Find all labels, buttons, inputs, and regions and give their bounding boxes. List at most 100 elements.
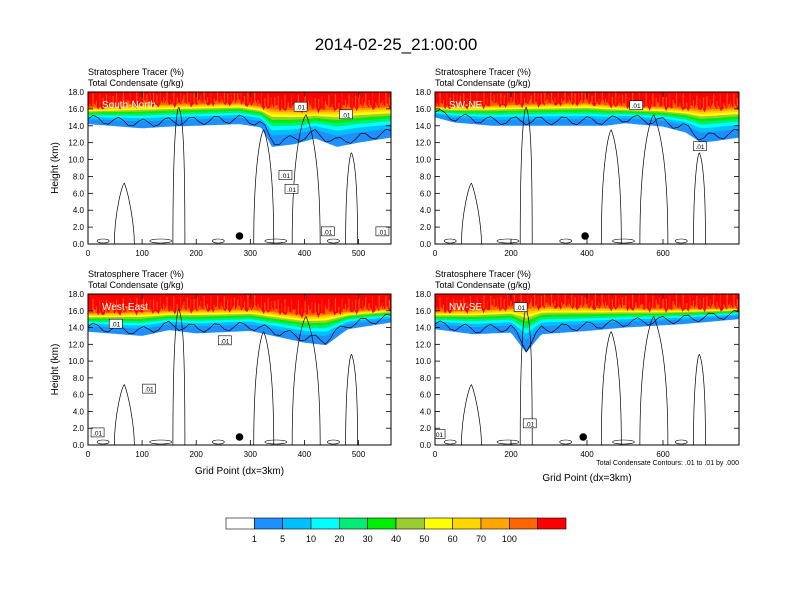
tracer-streak [459, 95, 461, 106]
tracer-streak [270, 97, 273, 108]
tracer-streak [503, 95, 505, 105]
tracer-streak [500, 92, 502, 105]
tracer-streak [702, 297, 705, 308]
x-tick-label: 200 [190, 450, 204, 459]
condensate-plume-contour [291, 316, 321, 445]
tracer-streak [112, 302, 114, 312]
tracer-streak [577, 295, 580, 307]
tracer-streak [625, 93, 627, 106]
tracer-streak [601, 294, 603, 307]
condensate-surface-contour [327, 439, 340, 445]
tracer-streak [375, 102, 377, 106]
tracer-streak [331, 307, 333, 312]
tracer-streak [493, 298, 495, 309]
condensate-surface-contour [327, 238, 340, 244]
tracer-streak [146, 301, 148, 311]
contour-label: .01 [339, 109, 353, 120]
station-marker [579, 433, 587, 441]
tracer-streak [243, 301, 246, 309]
tracer-streak [611, 96, 613, 105]
condensate-surface-contour [559, 238, 573, 244]
tracer-streak [371, 295, 374, 310]
tracer-streak [233, 297, 236, 309]
tracer-streak [254, 295, 256, 309]
y-tick-label: 2.0 [420, 424, 432, 433]
tracer-streak [183, 95, 185, 104]
tracer-streak [297, 300, 300, 314]
tracer-streak [368, 99, 370, 107]
tracer-streak [190, 299, 192, 310]
x-tick-label: 200 [190, 249, 204, 258]
y-tick-label: 4.0 [73, 206, 85, 215]
tracer-streak [139, 303, 141, 311]
tracer-streak [540, 93, 542, 104]
tracer-streak [368, 303, 370, 310]
y-tick-label: 16.0 [415, 307, 431, 316]
tracer-streak [662, 95, 664, 107]
tracer-streak [102, 97, 104, 107]
contour-label-text: .01 [516, 305, 525, 312]
tracer-streak [179, 92, 182, 104]
condensate-plume-contour [519, 106, 533, 244]
tracer-streak [304, 301, 306, 315]
tracer-streak [659, 296, 661, 309]
tracer-streak [358, 298, 360, 310]
tracer-streak [227, 93, 229, 103]
tracer-streak [604, 98, 607, 104]
contour-label-text: .01 [632, 103, 641, 110]
contour-label-text: .01 [296, 105, 305, 112]
tracer-streak [381, 302, 384, 309]
x-tick-label: 500 [352, 450, 366, 459]
tracer-streak [449, 97, 451, 106]
tracer-streak [618, 95, 620, 105]
y-tick-label: 14.0 [68, 122, 84, 131]
tracer-streak [159, 92, 161, 104]
contour-label: .01 [321, 226, 335, 236]
tracer-streak [726, 294, 728, 308]
contour-label-text: .01 [287, 187, 296, 194]
y-tick-label: 0.0 [73, 441, 85, 450]
plot-area: .01 .01 [435, 92, 739, 244]
tracer-streak [351, 300, 353, 311]
condensate-plume-contour [461, 384, 482, 445]
tracer-streak [550, 92, 553, 103]
tracer-streak [166, 92, 168, 104]
condensate-plume-contour [600, 129, 622, 244]
contour-label-box [293, 101, 308, 112]
colorbar-label: 20 [334, 534, 344, 544]
tracer-streak [486, 97, 488, 105]
tracer-streak [618, 297, 620, 308]
y-tick-label: 14.0 [68, 324, 84, 333]
contour-label-box [339, 109, 353, 120]
tracer-streak [544, 92, 546, 104]
tracer-streak [257, 303, 259, 310]
condensate-surface-contour [443, 439, 457, 445]
panel-west-east: Stratosphere Tracer (%)Total Condensate … [50, 269, 392, 477]
tracer-streak [483, 295, 485, 309]
tracer-streak [496, 297, 499, 309]
tracer-streak [217, 295, 219, 309]
contour-label-box [90, 427, 105, 438]
y-tick-label: 16.0 [68, 105, 84, 114]
contour-label-text: .01 [111, 322, 120, 329]
tracer-streak [173, 92, 175, 104]
tracer-streak [615, 92, 617, 105]
condensate-plume-contour [693, 354, 706, 445]
tracer-streak [190, 92, 192, 104]
tracer-streak [537, 296, 539, 307]
contour-label-box [218, 335, 232, 346]
x-tick-label: 400 [298, 249, 312, 258]
tracer-streak [92, 93, 94, 107]
panel-title-line: Stratosphere Tracer (%) [435, 269, 531, 279]
contour-label-text: .01 [323, 229, 332, 236]
tracer-streak [706, 96, 708, 108]
contour-label-text: .01 [145, 387, 154, 394]
tracer-streak [264, 302, 266, 310]
contour-info: Total Condensate Contours: .01 to .01 by… [596, 460, 739, 467]
tracer-streak [213, 304, 215, 309]
tracer-streak [163, 97, 165, 104]
tracer-streak [220, 95, 222, 103]
tracer-streak [149, 299, 151, 311]
tracer-streak [213, 98, 215, 103]
